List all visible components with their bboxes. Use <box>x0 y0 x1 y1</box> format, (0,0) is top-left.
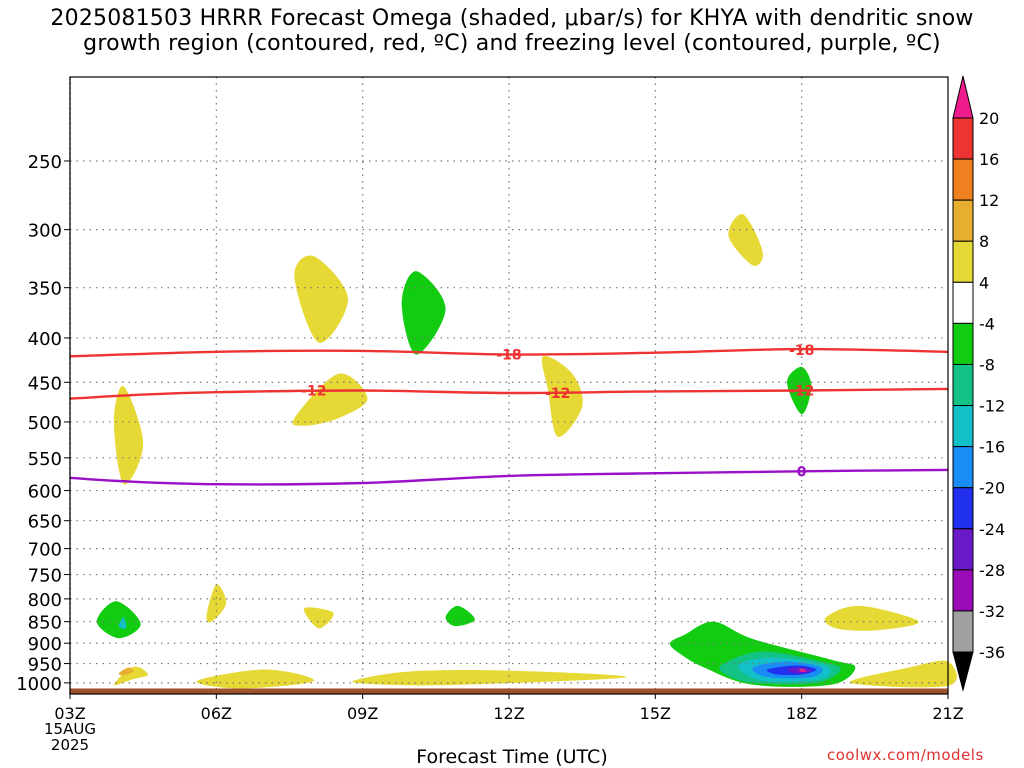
contour-label: -18 <box>496 348 521 364</box>
y-tick-label: 600 <box>28 482 62 503</box>
colorbar-bin <box>952 651 974 692</box>
ground-band <box>70 688 948 694</box>
colorbar-label: 16 <box>979 150 999 169</box>
contour-0 <box>69 468 949 486</box>
y-tick-label: 300 <box>28 221 62 242</box>
omega-region-8 <box>292 373 368 426</box>
colorbar-bin <box>952 446 974 489</box>
omega-region-3 <box>118 617 127 629</box>
colorbar-bin <box>952 240 974 283</box>
x-tick-date-label: 15AUG <box>44 720 96 738</box>
y-tick-label: 650 <box>28 512 62 533</box>
omega-region-13 <box>541 355 583 437</box>
omega-region-17 <box>849 660 957 688</box>
omega-region-16 <box>824 605 919 631</box>
colorbar-label: -8 <box>979 355 995 374</box>
omega-region-5 <box>206 584 227 623</box>
colorbar-bin <box>952 528 974 571</box>
colorbar-bin <box>952 487 974 530</box>
colorbar-label: -32 <box>979 602 1005 621</box>
colorbar-label: -36 <box>979 643 1005 662</box>
y-tick-label: 700 <box>28 540 62 561</box>
x-tick-label: 18Z <box>786 704 817 723</box>
omega-region-9 <box>294 255 349 343</box>
x-tick-label: 12Z <box>493 704 524 723</box>
contour-label: -12 <box>545 386 570 402</box>
colorbar-bin <box>952 75 974 119</box>
chart-title-line2: growth region (contoured, red, ºC) and f… <box>83 31 941 56</box>
y-tick-label: 550 <box>28 449 62 470</box>
y-tick-label: 450 <box>28 373 62 394</box>
x-tick-label: 06Z <box>201 704 232 723</box>
colorbar-label: 12 <box>979 191 999 210</box>
colorbar-bin <box>952 281 974 324</box>
colorbar-label: -24 <box>979 520 1005 539</box>
x-axis-title: Forecast Time (UTC) <box>416 746 608 768</box>
y-tick-label: 850 <box>28 613 62 634</box>
colorbar-label: -28 <box>979 561 1005 580</box>
contour--12 <box>69 387 949 400</box>
y-tick-label: 800 <box>28 590 62 611</box>
colorbar-bin <box>952 610 974 653</box>
colorbar-bin <box>952 117 974 160</box>
contour-label: -18 <box>789 343 814 359</box>
contour-label: -12 <box>789 384 814 400</box>
y-tick-label: 400 <box>28 329 62 350</box>
x-tick-label: 15Z <box>640 704 671 723</box>
y-tick-label: 750 <box>28 566 62 587</box>
omega-region-0 <box>113 666 148 686</box>
colorbar-bin <box>952 363 974 407</box>
colorbar-bin <box>952 405 974 448</box>
colorbar-label: -20 <box>979 479 1005 498</box>
colorbar-label: 8 <box>979 232 989 251</box>
colorbar-label: -4 <box>979 314 995 333</box>
x-tick-year-label: 2025 <box>51 736 89 754</box>
colorbar-bin <box>952 322 974 365</box>
contour--18 <box>69 347 949 358</box>
omega-region-24 <box>799 668 807 672</box>
contour-label: 0 <box>797 464 807 480</box>
colorbar-bin <box>952 569 974 612</box>
omega-region-14 <box>728 214 763 266</box>
omega-region-6 <box>196 669 315 689</box>
colorbar-bin <box>952 199 974 242</box>
omega-region-2 <box>96 601 141 639</box>
contour-label: -12 <box>301 384 326 400</box>
y-tick-label: 250 <box>28 152 62 173</box>
omega-region-4 <box>113 386 144 485</box>
chart-title-line1: 2025081503 HRRR Forecast Omega (shaded, … <box>50 6 974 31</box>
omega-region-7 <box>303 607 334 629</box>
y-tick-label: 350 <box>28 279 62 300</box>
watermark-text: coolwx.com/models <box>827 746 984 764</box>
omega-region-11 <box>445 605 475 627</box>
colorbar-label: -12 <box>979 397 1005 416</box>
omega-region-10 <box>401 271 446 355</box>
y-tick-label: 950 <box>28 655 62 676</box>
colorbar-label: -16 <box>979 438 1005 457</box>
y-tick-label: 500 <box>28 413 62 434</box>
x-tick-label: 03Z <box>54 704 85 723</box>
y-tick-label: 1000 <box>16 674 62 695</box>
chart-title: 2025081503 HRRR Forecast Omega (shaded, … <box>0 6 1024 56</box>
omega-region-1 <box>118 667 134 676</box>
y-tick-label: 900 <box>28 634 62 655</box>
colorbar-label: 20 <box>979 109 999 128</box>
omega-region-12 <box>352 670 627 686</box>
colorbar-label: 4 <box>979 273 989 292</box>
x-tick-label: 09Z <box>347 704 378 723</box>
x-tick-label: 21Z <box>932 704 963 723</box>
colorbar-bin <box>952 158 974 201</box>
